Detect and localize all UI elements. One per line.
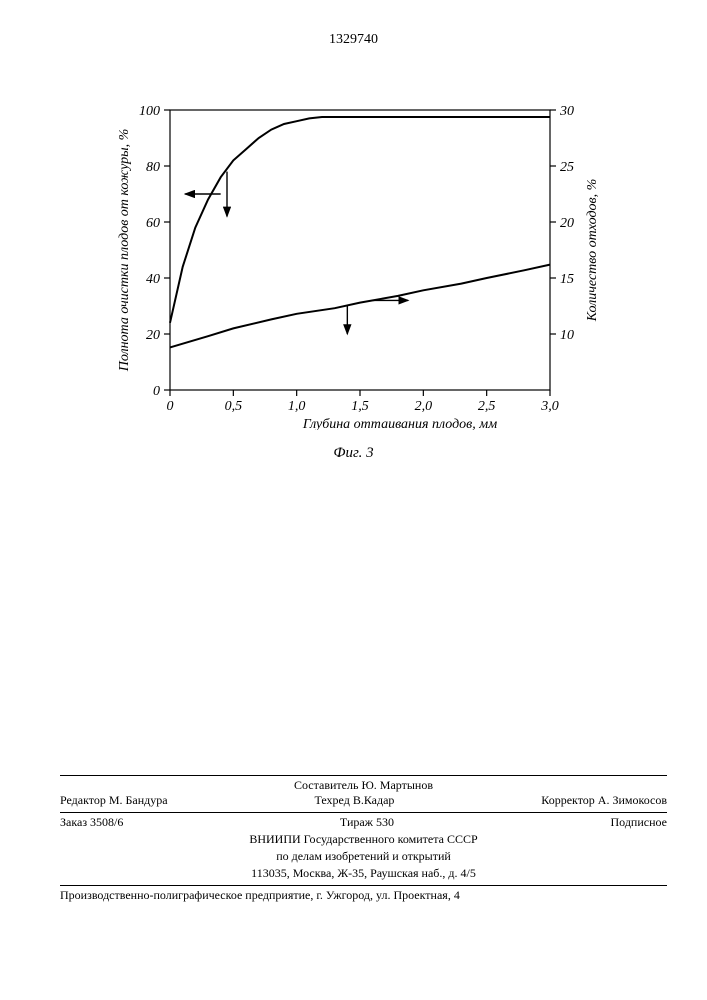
svg-text:1,0: 1,0	[288, 399, 306, 414]
svg-text:0: 0	[167, 399, 174, 414]
svg-text:30: 30	[559, 104, 574, 119]
org-line-2: по делам изобретений и открытий	[60, 849, 667, 864]
svg-text:1,5: 1,5	[351, 399, 369, 414]
page-number: 1329740	[329, 32, 378, 48]
svg-text:10: 10	[560, 328, 574, 343]
footer-block: Составитель Ю. Мартынов Редактор М. Банд…	[60, 775, 667, 903]
svg-text:40: 40	[146, 272, 160, 287]
printer-line: Производственно-полиграфическое предприя…	[60, 888, 667, 903]
figure-caption: Фиг. 3	[333, 445, 373, 462]
svg-text:Количество отходов, %: Количество отходов, %	[585, 179, 600, 323]
svg-text:25: 25	[560, 160, 574, 175]
svg-text:0,5: 0,5	[225, 399, 243, 414]
subscription: Подписное	[611, 815, 668, 830]
svg-text:80: 80	[146, 160, 160, 175]
corrector: Корректор А. Зимокосов	[541, 793, 667, 808]
svg-text:20: 20	[146, 328, 160, 343]
svg-text:Полнота очистки плодов от кожу: Полнота очистки плодов от кожуры, %	[117, 129, 132, 373]
techred: Техред В.Кадар	[315, 793, 395, 808]
svg-text:2,5: 2,5	[478, 399, 496, 414]
svg-text:15: 15	[560, 272, 574, 287]
org-line-1: ВНИИПИ Государственного комитета СССР	[60, 832, 667, 847]
tirage: Тираж 530	[340, 815, 394, 830]
divider	[60, 812, 667, 813]
divider	[60, 885, 667, 886]
svg-text:2,0: 2,0	[415, 399, 433, 414]
divider	[60, 775, 667, 776]
svg-text:20: 20	[560, 216, 574, 231]
svg-text:Глубина оттаивания плодов, мм: Глубина оттаивания плодов, мм	[302, 417, 497, 430]
org-address: 113035, Москва, Ж-35, Раушская наб., д. …	[60, 866, 667, 881]
editor: Редактор М. Бандура	[60, 793, 168, 808]
chart: 0 0,5 1,0 1,5 2,0 2,5 3,0 Глубина оттаивания пл…	[110, 100, 610, 430]
svg-text:60: 60	[146, 216, 160, 231]
svg-text:0: 0	[153, 384, 160, 399]
chart-svg: 0 0,5 1,0 1,5 2,0 2,5 3,0 Глубина оттаивания пл…	[110, 100, 610, 430]
svg-text:3,0: 3,0	[540, 399, 559, 414]
order-number: Заказ 3508/6	[60, 815, 123, 830]
compiler: Составитель Ю. Мартынов	[60, 778, 667, 793]
svg-text:100: 100	[139, 104, 160, 119]
